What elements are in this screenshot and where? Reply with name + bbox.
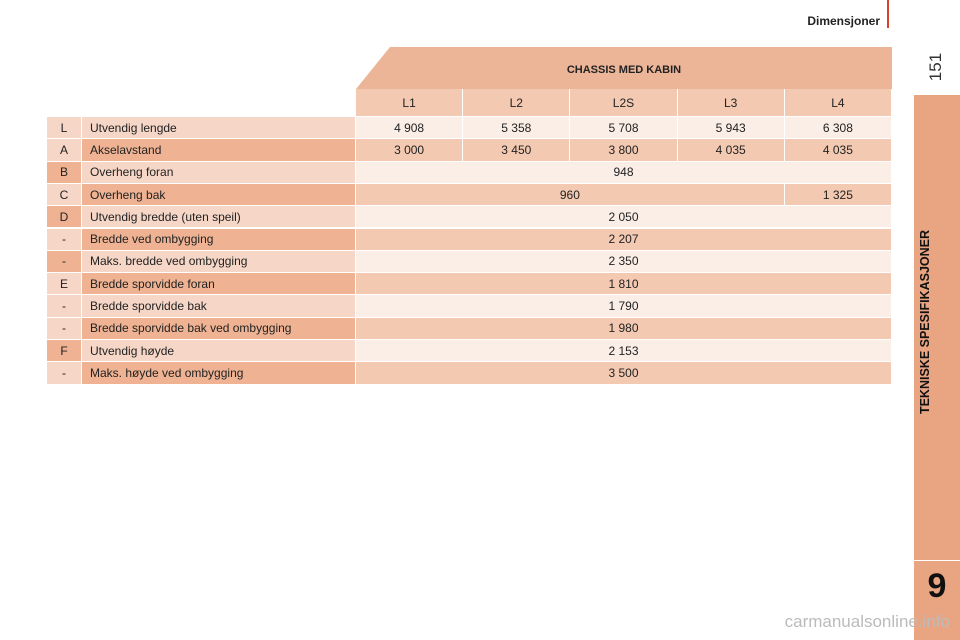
row-code: - [47,317,82,340]
row-code: - [47,250,82,274]
row-label: Akselavstand [82,139,356,162]
column-header: L3 [677,89,785,117]
row-label: Utvendig lengde [82,117,356,140]
row-label: Bredde ved ombygging [82,228,356,251]
value-cell: 1 810 [356,273,892,296]
value-cell: 2 350 [356,250,892,274]
value-cell: 3 000 [356,139,464,162]
title-bg [356,47,892,89]
row-code: C [47,183,82,207]
row-code: - [47,295,82,318]
row-label: Maks. bredde ved ombygging [82,250,356,274]
value-cell: 4 035 [784,139,892,162]
row-label: Overheng foran [82,161,356,184]
value-cell: 3 450 [463,139,571,162]
column-header: L1 [356,89,464,117]
page-number: 151 [926,52,945,82]
watermark: carmanualsonline.info [784,612,950,631]
row-label: Bredde sporvidde bak [82,295,356,318]
value-cell: 2 207 [356,228,892,251]
value-cell: 5 358 [463,117,571,140]
row-code: - [47,228,82,251]
value-cell: 2 153 [356,340,892,363]
value-cell: 3 800 [570,139,678,162]
row-code: D [47,206,82,229]
row-label: Utvendig høyde [82,340,356,363]
value-cell: 948 [356,161,892,184]
row-label: Overheng bak [82,183,356,207]
value-cell: 1 325 [784,183,892,207]
row-code: A [47,139,82,162]
column-header: L2S [570,89,678,117]
value-cell: 6 308 [784,117,892,140]
side-tab-title: TEKNISKE SPESIFIKASJONER [918,229,932,415]
row-label: Utvendig bredde (uten speil) [82,206,356,229]
title-shape: CHASSIS MED KABIN [356,47,892,89]
row-code: E [47,273,82,296]
value-cell: 1 790 [356,295,892,318]
column-header: L2 [463,89,571,117]
value-cell: 4 035 [677,139,785,162]
row-label: Bredde sporvidde foran [82,273,356,296]
row-label: Maks. høyde ved ombygging [82,362,356,385]
row-code: B [47,161,82,184]
value-cell: 3 500 [356,362,892,385]
row-label: Bredde sporvidde bak ved ombygging [82,317,356,340]
row-code: - [47,362,82,385]
header-rule [887,0,889,28]
row-code: L [47,117,82,140]
value-cell: 960 [356,183,785,207]
value-cell: 4 908 [356,117,464,140]
value-cell: 2 050 [356,206,892,229]
row-code: F [47,340,82,363]
table-title: CHASSIS MED KABIN [567,64,681,76]
value-cell: 5 943 [677,117,785,140]
value-cell: 5 708 [570,117,678,140]
chapter-number: 9 [914,560,960,610]
side-band [914,95,960,640]
value-cell: 1 980 [356,317,892,340]
section-title: Dimensjoner [807,14,880,28]
column-header: L4 [784,89,892,117]
